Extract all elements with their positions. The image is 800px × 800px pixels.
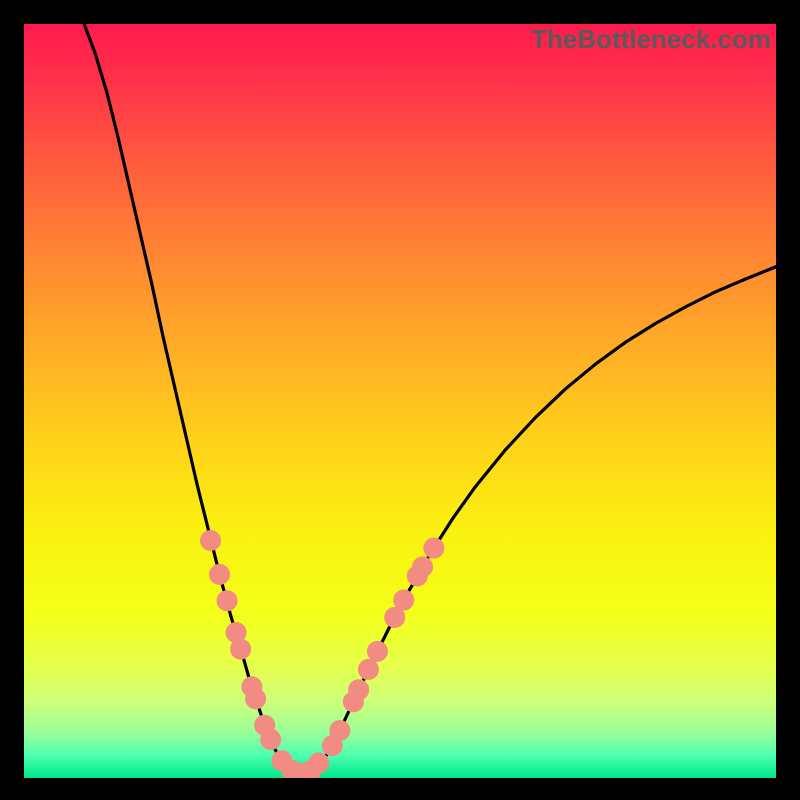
data-marker [261, 730, 281, 750]
data-marker [349, 680, 369, 700]
data-marker [309, 753, 329, 773]
data-marker [394, 590, 414, 610]
data-marker [367, 641, 387, 661]
data-marker [246, 689, 266, 709]
data-marker [358, 659, 378, 679]
data-marker [424, 538, 444, 558]
frame-top [0, 0, 800, 24]
frame-left [0, 0, 24, 800]
marker-group [201, 530, 444, 778]
frame-right [776, 0, 800, 800]
data-marker [201, 530, 221, 550]
data-marker [217, 591, 237, 611]
curve-layer [24, 24, 776, 778]
data-marker [413, 557, 433, 577]
frame-bottom [0, 778, 800, 800]
bottleneck-curve [84, 24, 776, 773]
data-marker [210, 564, 230, 584]
data-marker [330, 721, 350, 741]
data-marker [231, 639, 251, 659]
data-marker [385, 607, 405, 627]
plot-area: TheBottleneck.com [24, 24, 776, 778]
